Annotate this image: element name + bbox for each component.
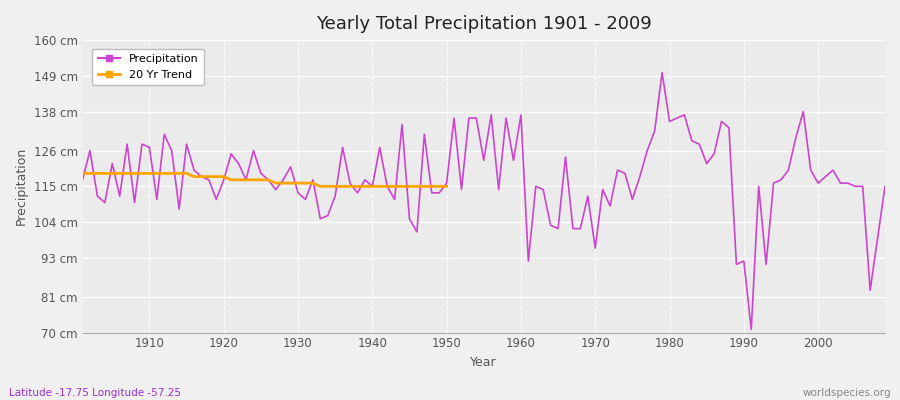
X-axis label: Year: Year <box>471 356 497 369</box>
Text: worldspecies.org: worldspecies.org <box>803 388 891 398</box>
Title: Yearly Total Precipitation 1901 - 2009: Yearly Total Precipitation 1901 - 2009 <box>316 15 652 33</box>
Text: Latitude -17.75 Longitude -57.25: Latitude -17.75 Longitude -57.25 <box>9 388 181 398</box>
Legend: Precipitation, 20 Yr Trend: Precipitation, 20 Yr Trend <box>92 48 204 85</box>
Y-axis label: Precipitation: Precipitation <box>15 147 28 226</box>
